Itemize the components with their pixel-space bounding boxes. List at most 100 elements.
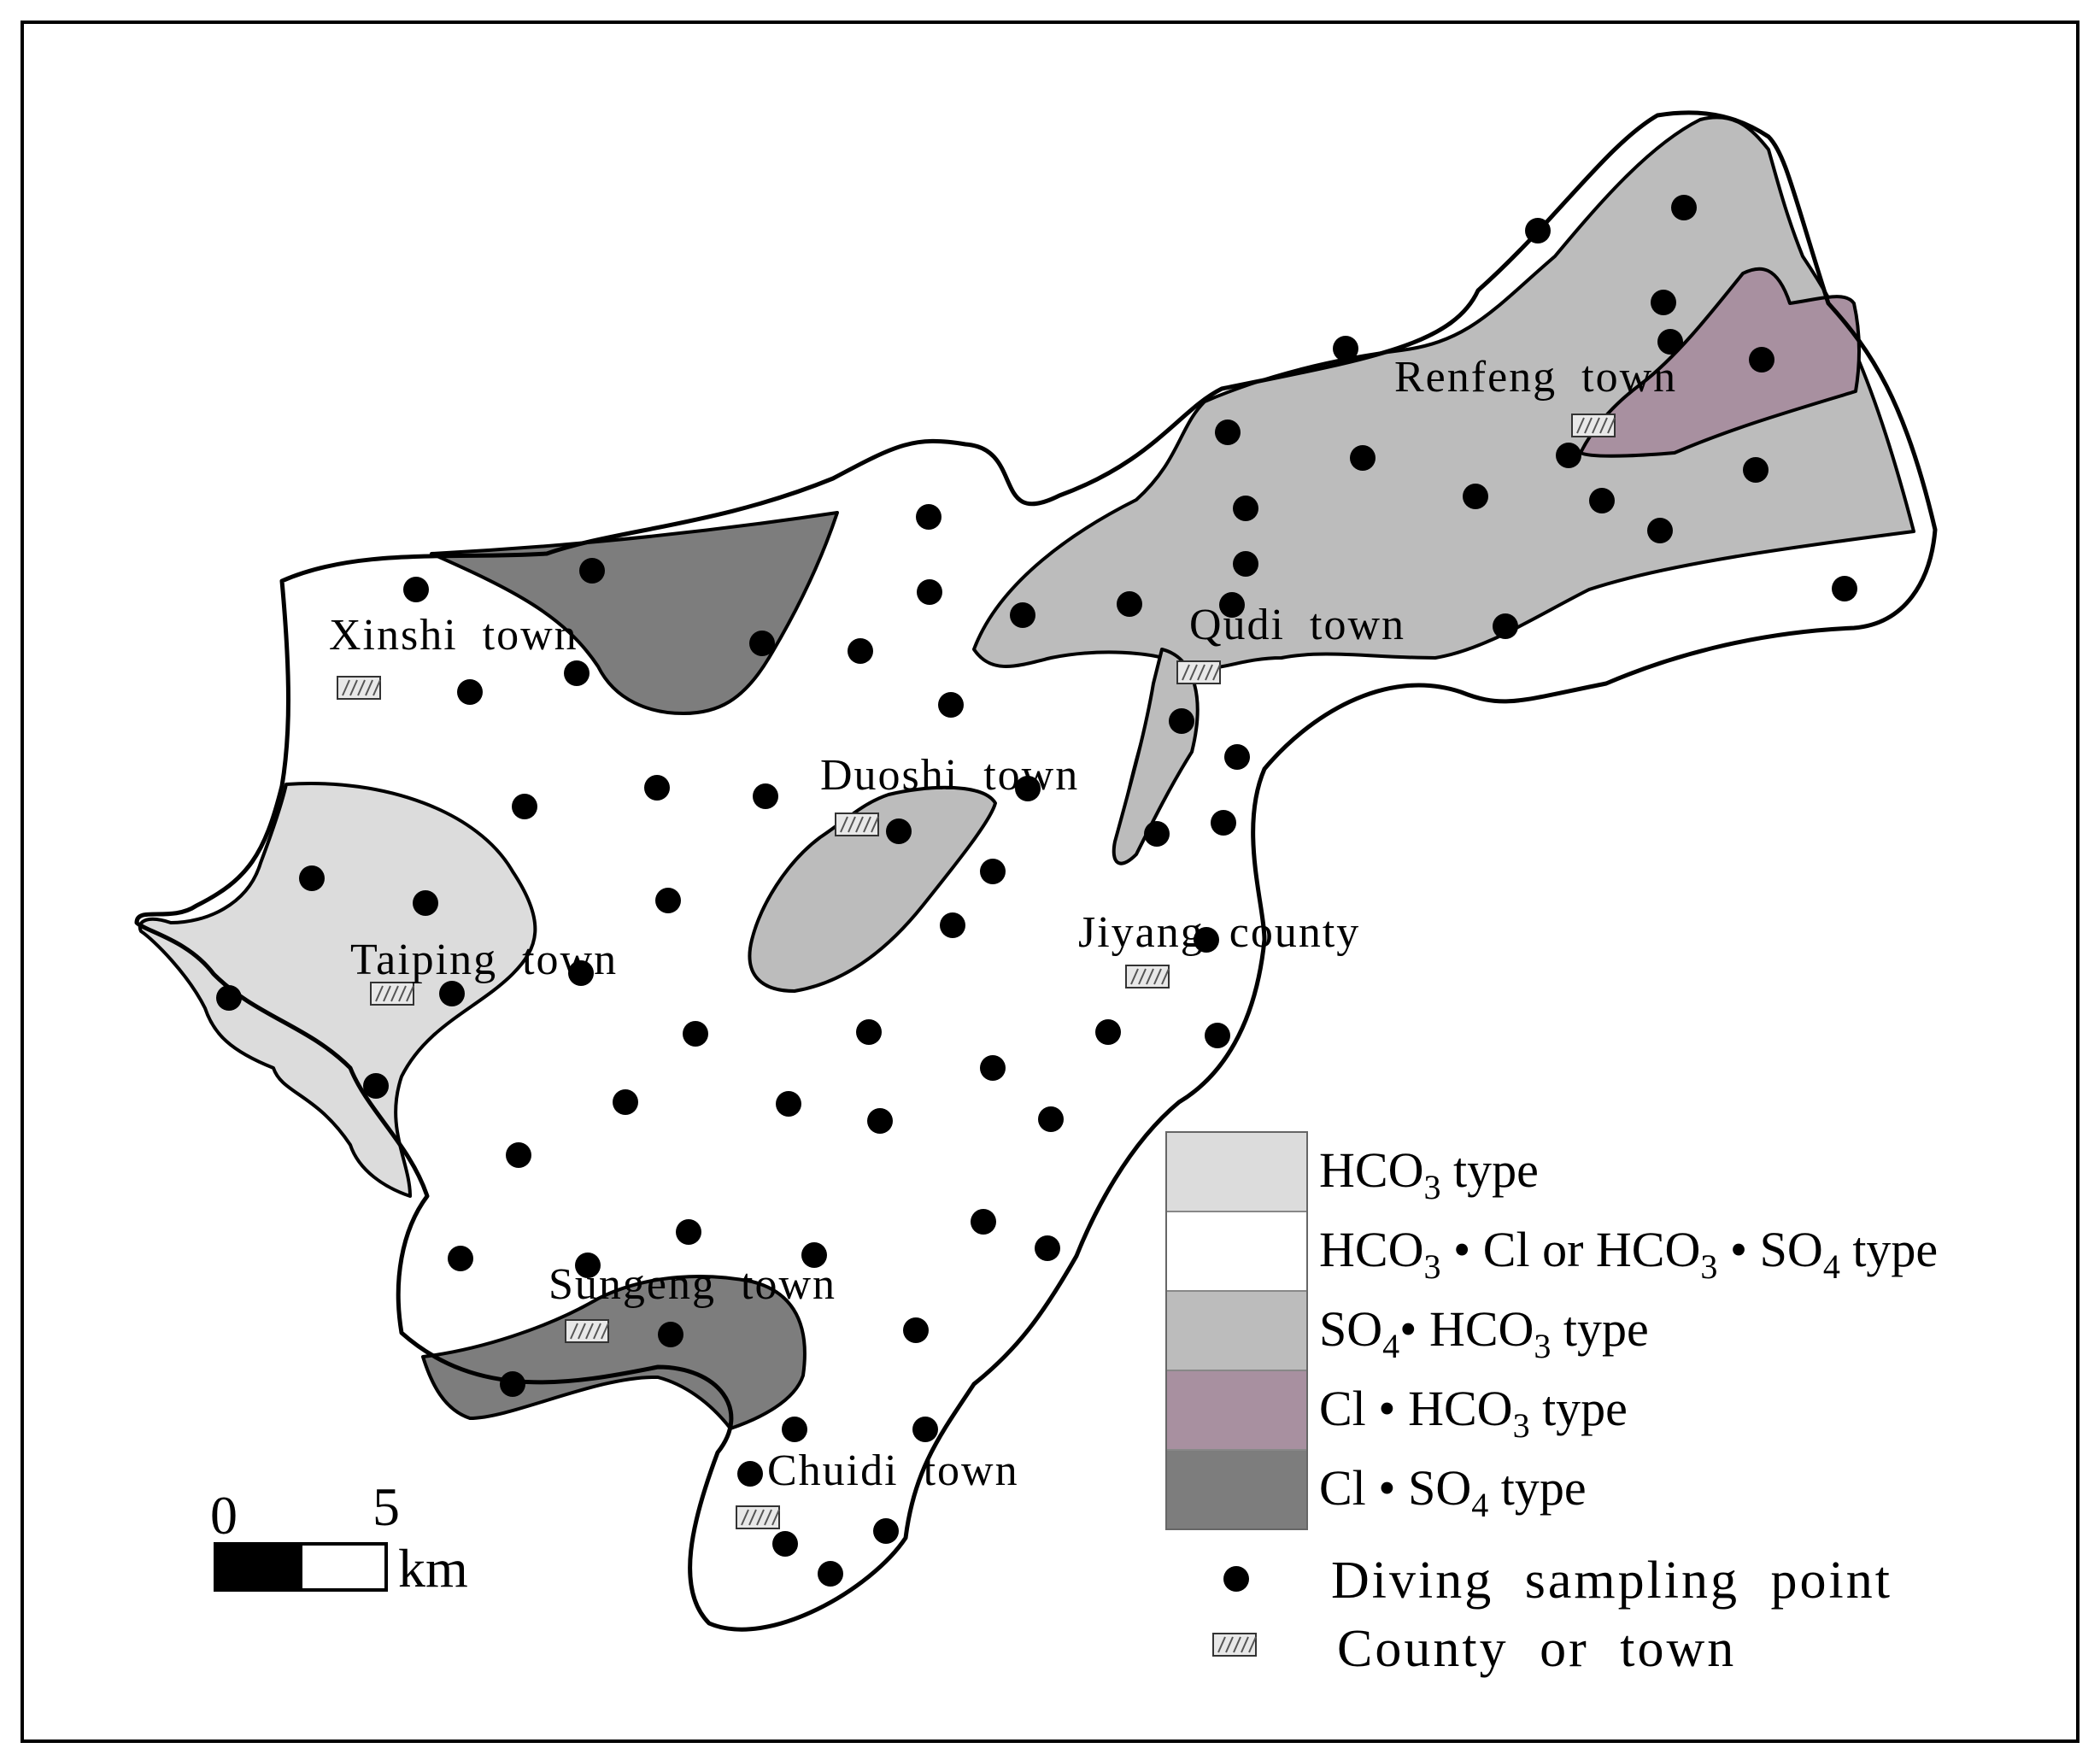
legend-town-label: County or town (1337, 1620, 1736, 1678)
zone-hco3 (138, 782, 537, 1198)
sampling-point (1219, 592, 1245, 618)
map-frame (21, 21, 2079, 1743)
sampling-point (658, 1322, 683, 1347)
sampling-point (903, 1317, 929, 1343)
sampling-point (776, 1091, 801, 1117)
sampling-point (363, 1073, 389, 1099)
scale-zero: 0 (210, 1485, 238, 1546)
scale-bar-black-segment (214, 1542, 302, 1592)
sampling-point (873, 1518, 899, 1544)
sampling-point (413, 890, 438, 916)
zone-so4-hco3-center (748, 785, 997, 993)
sampling-point (1233, 496, 1258, 521)
legend-label-hco3: HCO3 type (1319, 1142, 1539, 1206)
legend-label-so4-hco3: SO4• HCO3 type (1319, 1301, 1649, 1365)
sampling-point (753, 783, 778, 809)
sampling-point (1010, 602, 1035, 628)
sampling-point (912, 1417, 938, 1442)
town-label-chuidi: Chuidi town (767, 1446, 1019, 1495)
sampling-point (818, 1561, 843, 1587)
scale-bar-white-segment (299, 1542, 388, 1592)
sampling-point (644, 775, 670, 801)
legend-label-cl-hco3: Cl • HCO3 type (1319, 1381, 1628, 1445)
zone-cl-hco3 (1579, 267, 1861, 458)
town-marker (337, 676, 381, 700)
sampling-point (801, 1242, 827, 1268)
sampling-point (457, 679, 483, 705)
sampling-point (938, 692, 964, 718)
town-label-qudi: Qudi town (1189, 601, 1405, 649)
zone-so4-hco3-tongue (1112, 648, 1200, 865)
legend-point-label: Diving sampling point (1331, 1552, 1892, 1610)
sampling-point (1556, 443, 1581, 468)
sampling-point (1333, 336, 1358, 361)
legend-swatch-hco3-cl-so4 (1165, 1211, 1308, 1292)
town-label-renfeng: Renfeng town (1394, 353, 1677, 402)
sampling-point (1095, 1019, 1121, 1045)
legend-label-hco3-cl-so4: HCO3 • Cl or HCO3 • SO4 type (1319, 1222, 1938, 1286)
sampling-point (917, 579, 942, 605)
sampling-point (403, 577, 429, 602)
sampling-point (1169, 708, 1194, 734)
sampling-point (1749, 347, 1774, 373)
study-area-outline (134, 110, 1938, 1632)
town-marker (565, 1319, 609, 1343)
sampling-point (856, 1019, 882, 1045)
sampling-point (1215, 419, 1241, 445)
legend-swatch-hco3 (1165, 1131, 1308, 1212)
sampling-point (1651, 290, 1676, 315)
sampling-point (772, 1531, 798, 1557)
sampling-point (1671, 195, 1697, 220)
sampling-point (579, 558, 605, 584)
sampling-point (1350, 445, 1376, 471)
sampling-point (971, 1209, 996, 1235)
sampling-point (1117, 591, 1142, 617)
sampling-point (848, 638, 873, 664)
town-marker (1571, 414, 1616, 437)
town-markers (337, 414, 1616, 1529)
sampling-point (737, 1461, 763, 1487)
legend-point-symbol (1223, 1566, 1249, 1592)
sampling-point (568, 960, 594, 986)
sampling-point (1205, 1023, 1230, 1048)
town-marker (1125, 965, 1170, 989)
sampling-point (886, 818, 912, 844)
sampling-point (676, 1219, 701, 1245)
sampling-point (655, 888, 681, 913)
sampling-point (940, 912, 965, 938)
sampling-point (1194, 927, 1219, 953)
sampling-point (506, 1142, 531, 1168)
sampling-point (448, 1246, 473, 1271)
sampling-point (500, 1371, 525, 1397)
sampling-point (980, 1055, 1006, 1081)
sampling-point (1589, 488, 1615, 513)
sampling-point (1035, 1235, 1060, 1261)
sampling-point (1038, 1106, 1064, 1132)
town-label-sungeng: Sungeng town (548, 1260, 836, 1309)
town-label-xinshi: Xinshi town (329, 611, 578, 660)
sampling-point (782, 1417, 807, 1442)
sampling-point (1015, 776, 1041, 801)
sampling-point (1493, 613, 1518, 639)
scale-unit: km (398, 1538, 468, 1599)
sampling-point (1224, 744, 1250, 770)
town-marker (370, 982, 414, 1006)
town-marker (1176, 660, 1221, 684)
legend-swatch-cl-so4 (1165, 1449, 1308, 1530)
sampling-point (867, 1108, 893, 1134)
legend-town-symbol (1212, 1633, 1257, 1657)
sampling-point (1463, 484, 1488, 509)
sampling-point (1657, 329, 1683, 355)
town-marker (736, 1505, 780, 1529)
sampling-point (564, 660, 590, 686)
legend-swatch-frame (1165, 1131, 1308, 1530)
sampling-point (575, 1253, 601, 1278)
sampling-point (916, 504, 941, 530)
sampling-point (512, 794, 537, 819)
sampling-point (439, 981, 465, 1006)
sampling-points (216, 195, 1857, 1587)
legend-swatch-cl-hco3 (1165, 1370, 1308, 1451)
legend-swatch-so4-hco3 (1165, 1290, 1308, 1371)
sampling-point (1233, 551, 1258, 577)
